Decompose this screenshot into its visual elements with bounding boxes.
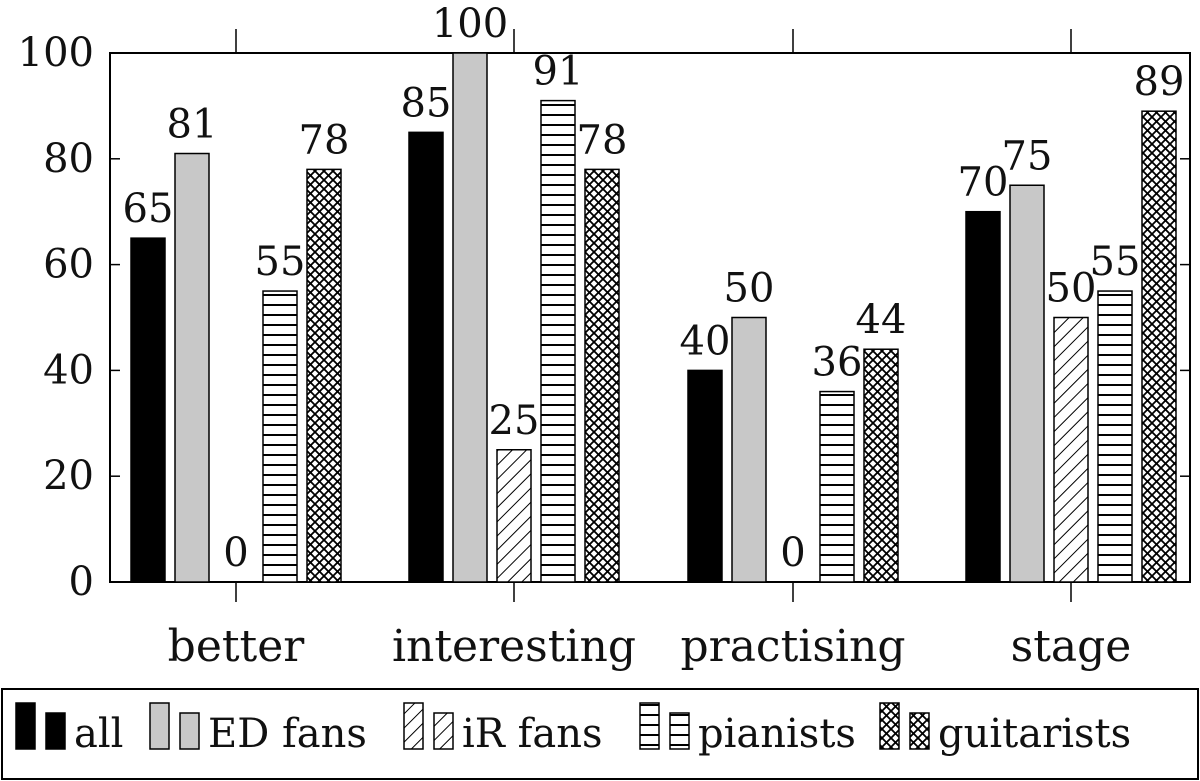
data-label: 50: [724, 266, 775, 312]
legend-label: all: [74, 711, 123, 757]
legend-swatch-secondary: [45, 712, 66, 750]
data-label: 25: [489, 398, 540, 444]
legend-label: ED fans: [208, 711, 367, 757]
legend-swatch: [15, 702, 36, 750]
data-label: 55: [255, 239, 306, 285]
bar-all: [408, 131, 444, 583]
data-label: 55: [1090, 239, 1141, 285]
data-label: 89: [1134, 59, 1185, 105]
bar-ed-fans: [452, 52, 488, 583]
data-label: 44: [856, 297, 907, 343]
data-label: 100: [432, 1, 508, 47]
bar-ir-fans: [1053, 316, 1089, 583]
legend-label: guitarists: [938, 711, 1131, 757]
legend-swatch: [149, 702, 170, 750]
bar-guitarists: [1141, 110, 1177, 583]
legend-swatch-secondary: [669, 712, 690, 750]
bar-pianists: [819, 390, 855, 583]
bar-guitarists: [584, 168, 620, 583]
legend-swatch: [879, 702, 900, 750]
data-label: 36: [812, 340, 863, 386]
bar-guitarists: [306, 168, 342, 583]
data-label: 78: [577, 117, 628, 163]
x-category-label: better: [168, 621, 306, 672]
y-tick-label: 100: [18, 30, 94, 76]
x-category-label: practising: [681, 621, 906, 672]
data-label: 75: [1002, 133, 1053, 179]
bar-pianists: [540, 99, 576, 583]
data-label: 50: [1046, 266, 1097, 312]
data-label: 85: [401, 80, 452, 126]
bar-pianists: [1097, 290, 1133, 583]
legend-label: iR fans: [462, 711, 603, 757]
bar-ed-fans: [731, 316, 767, 583]
data-label: 40: [680, 318, 731, 364]
y-tick-label: 40: [43, 347, 94, 393]
legend-swatch-secondary: [433, 712, 454, 750]
y-tick-label: 0: [69, 559, 94, 605]
data-label: 65: [123, 186, 174, 232]
bar-ed-fans: [174, 152, 210, 583]
data-label: 0: [780, 530, 805, 576]
y-tick-label: 60: [43, 242, 94, 288]
x-category-label: interesting: [392, 621, 636, 672]
legend-swatch: [639, 702, 660, 750]
bar-pianists: [262, 290, 298, 583]
x-category-label: stage: [1011, 621, 1132, 672]
plot-frame: [109, 52, 1191, 583]
data-label: 0: [223, 530, 248, 576]
bar-all: [687, 369, 723, 583]
y-tick-label: 20: [43, 453, 94, 499]
legend-box: [1, 688, 1199, 780]
y-tick-label: 80: [43, 136, 94, 182]
bar-all: [130, 237, 166, 583]
legend-swatch-secondary: [909, 712, 930, 750]
data-label: 91: [533, 49, 584, 95]
bar-ed-fans: [1009, 184, 1045, 583]
legend-swatch: [403, 702, 424, 750]
bar-all: [965, 210, 1001, 583]
data-label: 81: [167, 102, 218, 148]
legend-label: pianists: [698, 711, 856, 757]
data-label: 78: [299, 117, 350, 163]
data-label: 70: [958, 160, 1009, 206]
bar-ir-fans: [496, 449, 532, 583]
bar-guitarists: [863, 348, 899, 583]
legend-swatch-secondary: [179, 712, 200, 750]
